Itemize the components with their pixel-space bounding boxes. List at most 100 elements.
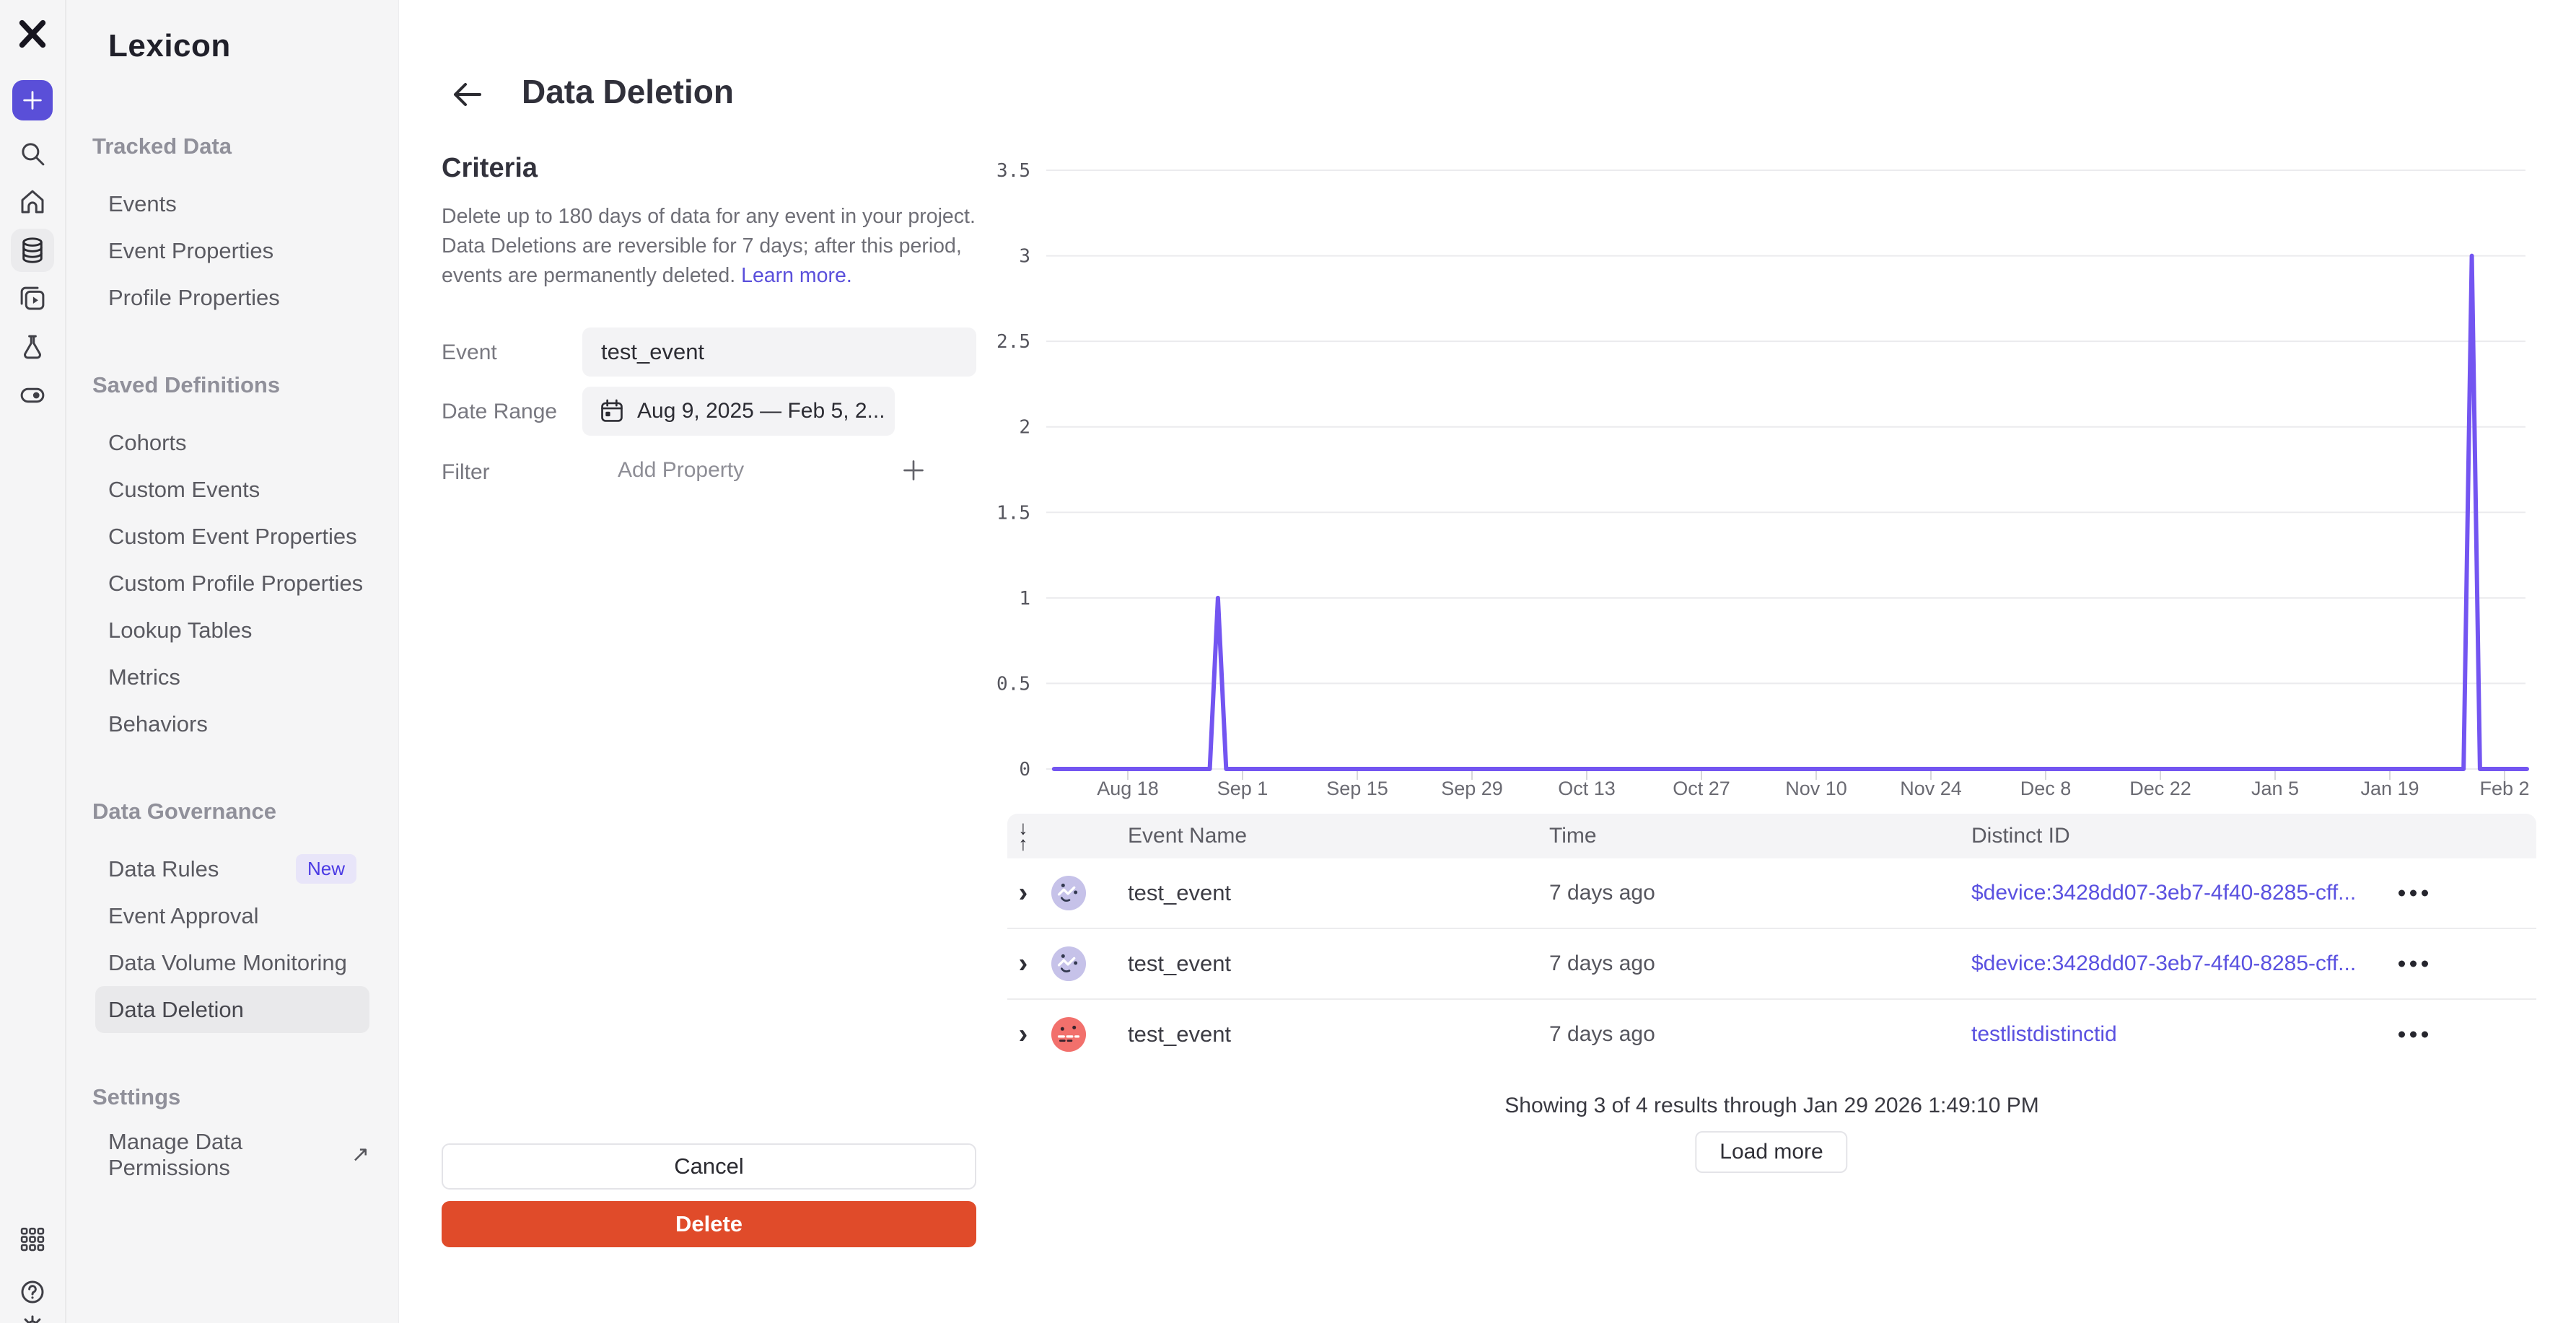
sidebar-item-data-rules[interactable]: Data Rules New <box>95 845 369 892</box>
event-name-cell: test_event <box>1128 951 1232 976</box>
svg-text:0.5: 0.5 <box>996 673 1030 695</box>
svg-text:Jan 19: Jan 19 <box>2360 778 2419 799</box>
avatar <box>1051 875 1087 911</box>
sidebar-item-profile-properties[interactable]: Profile Properties <box>108 284 280 310</box>
time-cell: 7 days ago <box>1549 881 1655 905</box>
section-heading-data-governance: Data Governance <box>92 798 276 824</box>
add-filter-plus-icon[interactable] <box>899 456 928 485</box>
row-menu-kebab-icon[interactable] <box>2384 1031 2442 1038</box>
home-icon[interactable] <box>17 187 48 217</box>
svg-text:Oct 27: Oct 27 <box>1673 778 1730 799</box>
svg-text:Sep 15: Sep 15 <box>1326 778 1388 799</box>
distinct-id-link[interactable]: $device:3428dd07-3eb7-4f40-8285-cff... <box>1971 951 2357 975</box>
sidebar-item-metrics[interactable]: Metrics <box>108 664 180 690</box>
expand-row-chevron-icon[interactable]: › <box>1018 1019 1028 1050</box>
help-icon[interactable] <box>17 1277 48 1307</box>
new-badge: New <box>295 854 356 884</box>
event-name-cell: test_event <box>1128 1021 1232 1047</box>
avatar <box>1051 946 1087 982</box>
data-management-icon-active[interactable] <box>11 229 54 272</box>
section-heading-saved-definitions: Saved Definitions <box>92 372 281 397</box>
matching-events-table: ↓ ↑ Event Name Time Distinct ID › test_ev… <box>1007 814 2536 1069</box>
experiments-flask-icon[interactable] <box>17 332 48 362</box>
expand-row-chevron-icon[interactable]: › <box>1018 948 1028 979</box>
criteria-heading: Criteria <box>442 153 538 183</box>
event-label: Event <box>442 340 497 364</box>
sidebar-item-custom-events[interactable]: Custom Events <box>108 476 260 502</box>
criteria-description: Delete up to 180 days of data for any ev… <box>442 205 976 287</box>
date-range-picker[interactable]: Aug 9, 2025 — Feb 5, 2... <box>582 387 895 436</box>
sidebar-item-manage-data-permissions[interactable]: Manage Data Permissions ↗ <box>108 1128 369 1180</box>
cancel-button[interactable]: Cancel <box>442 1143 976 1190</box>
column-header-time[interactable]: Time <box>1549 824 1597 848</box>
expand-row-chevron-icon[interactable]: › <box>1018 877 1028 908</box>
svg-text:Feb 2: Feb 2 <box>2479 778 2529 799</box>
svg-text:1: 1 <box>1019 588 1030 610</box>
expand-collapse-all-icon[interactable]: ↓ ↑ <box>1018 817 1028 854</box>
svg-text:Dec 22: Dec 22 <box>2129 778 2191 799</box>
back-arrow-icon <box>454 83 481 106</box>
row-menu-kebab-icon[interactable] <box>2384 889 2442 897</box>
learn-more-link[interactable]: Learn more. <box>741 264 852 287</box>
distinct-id-link[interactable]: testlistdistinctid <box>1971 1022 2117 1046</box>
sidebar-item-cohorts[interactable]: Cohorts <box>108 429 187 455</box>
boards-icon[interactable] <box>17 284 48 314</box>
sidebar-item-lookup-tables[interactable]: Lookup Tables <box>108 617 253 643</box>
distinct-id-link[interactable]: $device:3428dd07-3eb7-4f40-8285-cff... <box>1971 881 2357 905</box>
event-name-cell: test_event <box>1128 880 1232 905</box>
column-header-event-name[interactable]: Event Name <box>1128 824 1248 848</box>
app-icon-rail <box>0 0 66 1323</box>
svg-text:Nov 24: Nov 24 <box>1900 778 1962 799</box>
svg-text:Sep 29: Sep 29 <box>1441 778 1503 799</box>
back-button[interactable] <box>446 74 488 115</box>
settings-gear-icon[interactable] <box>17 1311 48 1323</box>
search-icon[interactable] <box>17 139 48 169</box>
svg-text:0: 0 <box>1019 759 1030 781</box>
avatar <box>1051 1016 1087 1052</box>
svg-text:Oct 13: Oct 13 <box>1558 778 1616 799</box>
external-link-icon: ↗ <box>351 1143 369 1166</box>
table-header-row: ↓ ↑ Event Name Time Distinct ID <box>1007 814 2536 858</box>
svg-text:2: 2 <box>1019 417 1030 439</box>
svg-text:Aug 18: Aug 18 <box>1097 778 1159 799</box>
table-row: › test_event 7 days ago $device:3428dd07… <box>1007 929 2536 1000</box>
svg-text:Jan 5: Jan 5 <box>2251 778 2299 799</box>
section-heading-tracked-data: Tracked Data <box>92 133 232 159</box>
sidebar-item-data-volume-monitoring[interactable]: Data Volume Monitoring <box>108 949 347 975</box>
row-menu-kebab-icon[interactable] <box>2384 960 2442 967</box>
sidebar-item-event-approval[interactable]: Event Approval <box>108 902 259 928</box>
sidebar-item-events[interactable]: Events <box>108 190 177 216</box>
sidebar-item-behaviors[interactable]: Behaviors <box>108 711 208 737</box>
svg-text:1.5: 1.5 <box>996 502 1030 524</box>
sidebar-item-custom-profile-properties[interactable]: Custom Profile Properties <box>108 570 364 596</box>
mixpanel-logo-icon[interactable] <box>16 17 49 50</box>
results-summary: Showing 3 of 4 results through Jan 29 20… <box>1504 1094 2039 1117</box>
add-property-button[interactable]: Add Property <box>618 458 745 482</box>
sidebar-item-custom-event-properties[interactable]: Custom Event Properties <box>108 523 357 549</box>
svg-text:Sep 1: Sep 1 <box>1217 778 1269 799</box>
sidebar-item-data-deletion[interactable]: Data Deletion <box>95 986 369 1033</box>
date-range-label: Date Range <box>442 400 558 423</box>
toggle-feature-icon[interactable] <box>17 380 48 410</box>
event-select[interactable]: test_event <box>582 328 976 377</box>
lexicon-sidebar: Lexicon Tracked Data Events Event Proper… <box>66 0 399 1323</box>
svg-text:Nov 10: Nov 10 <box>1785 778 1847 799</box>
section-heading-settings: Settings <box>92 1084 181 1109</box>
time-cell: 7 days ago <box>1549 951 1655 975</box>
table-row: › test_event 7 days ago $device:3428dd07… <box>1007 858 2536 929</box>
page-title: Data Deletion <box>522 73 734 110</box>
load-more-button[interactable]: Load more <box>1695 1131 1848 1173</box>
filter-label: Filter <box>442 460 490 484</box>
create-plus-button[interactable] <box>12 80 53 120</box>
sidebar-item-event-properties[interactable]: Event Properties <box>108 237 274 263</box>
svg-text:2.5: 2.5 <box>996 331 1030 353</box>
calendar-icon <box>601 399 623 422</box>
svg-text:3.5: 3.5 <box>996 160 1030 182</box>
svg-text:3: 3 <box>1019 246 1030 268</box>
time-cell: 7 days ago <box>1549 1022 1655 1046</box>
apps-grid-icon[interactable] <box>17 1224 48 1254</box>
column-header-distinct-id[interactable]: Distinct ID <box>1971 824 2070 848</box>
delete-button[interactable]: Delete <box>442 1201 976 1247</box>
sidebar-title: Lexicon <box>108 28 231 63</box>
